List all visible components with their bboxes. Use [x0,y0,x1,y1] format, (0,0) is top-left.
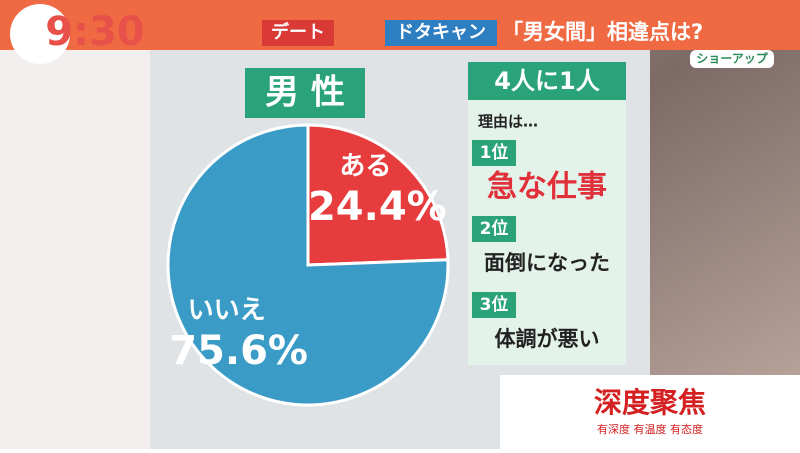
panel-intro: 理由は… [478,113,538,131]
pie-slice [166,123,450,407]
rank-badge: 1位 [480,142,509,163]
rank-badge: 3位 [480,294,509,315]
slice-value-label: 75.6% [169,328,308,374]
chart-title-bg [245,68,365,118]
rank-badge-bg [472,292,516,318]
rank-badge-bg [472,140,516,166]
topic-bg [385,20,497,46]
left-wall [0,0,150,449]
clock: 9:30 [45,9,145,55]
tag-bg [262,20,334,46]
panel-title-bg [468,62,626,100]
panel-title: 4人に1人 [494,67,599,95]
slice-value-label: 24.4% [308,184,447,230]
watermark-title: 深度聚焦 [594,386,706,419]
slice-category: いいえ [188,296,266,326]
chart-title: 男 性 [265,73,345,113]
rank-reason: 急な仕事 [487,170,607,205]
clock-bg [10,4,70,64]
topic: ドタキャン [396,22,486,43]
slice-category: ある [339,151,391,181]
tag: デート [271,21,325,43]
badge-bg [690,50,774,68]
pie-slice [306,123,450,267]
headline: 「男女間」相違点は? [502,20,703,44]
badge: ショーアップ [696,51,769,66]
rank-reason: 体調が悪い [495,327,600,351]
watermark-bg [500,375,800,449]
rank-reason: 面倒になった [484,251,610,275]
rank-badge-bg [472,216,516,242]
rank-badge: 2位 [480,218,509,239]
watermark-subtitle: 有深度 有温度 有态度 [597,422,703,436]
